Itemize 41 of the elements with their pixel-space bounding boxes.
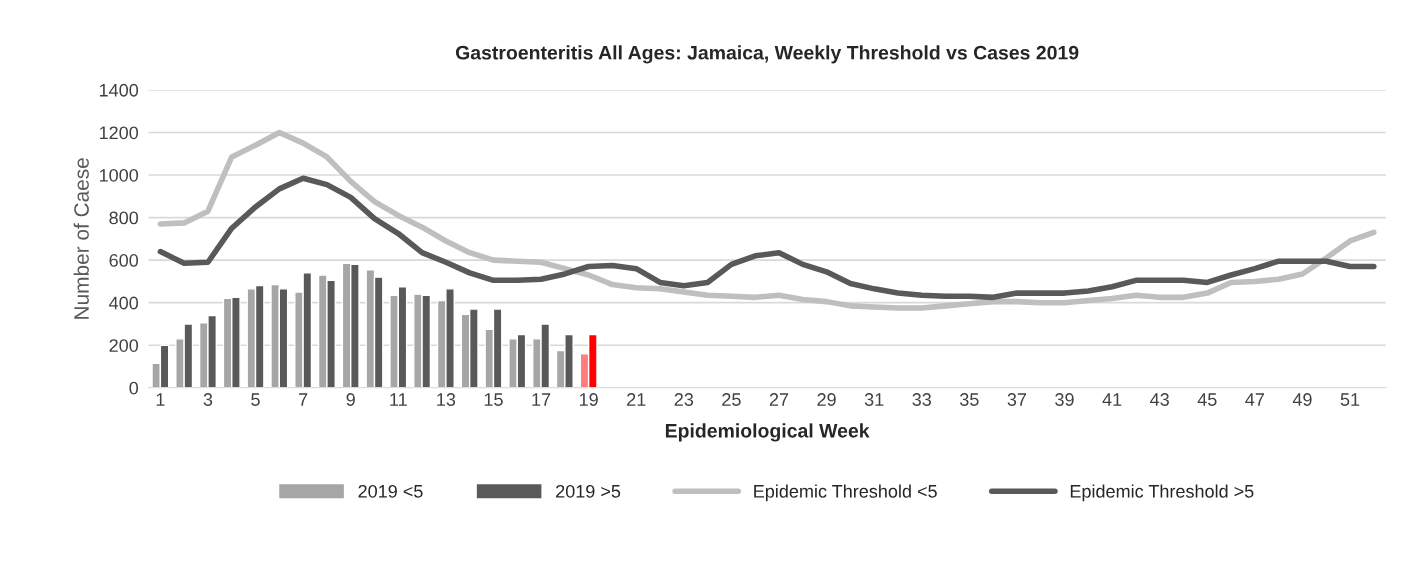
x-tick-label: 37	[1007, 393, 1027, 406]
x-tick-label: 1	[156, 393, 165, 406]
x-tick-label: 35	[959, 393, 979, 406]
legend-label: 2019 >5	[556, 484, 621, 498]
y-axis-title: Number of Caese	[73, 158, 89, 319]
x-tick-label: 27	[769, 393, 789, 406]
y-tick-label: 600	[109, 254, 139, 267]
x-tick-label: 13	[437, 393, 456, 406]
chart-title: Gastroenteritis All Ages: Jamaica, Weekly Threshold vs Cases 2019	[455, 45, 1079, 64]
x-tick-label: 25	[722, 393, 741, 406]
legend-label: Epidemic Threshold >5	[1070, 484, 1254, 502]
x-tick-label: 11	[390, 393, 407, 406]
x-tick-label: 41	[1102, 393, 1122, 406]
x-tick-label: 49	[1292, 393, 1312, 406]
y-tick-label: 800	[109, 211, 139, 225]
x-tick-label: 31	[864, 393, 884, 406]
x-tick-label: 5	[251, 393, 260, 406]
y-tick-label: 1000	[99, 168, 139, 182]
x-tick-label: 45	[1197, 393, 1217, 406]
x-axis-title: Epidemiological Week	[665, 423, 870, 442]
x-tick-label: 51	[1340, 393, 1360, 406]
x-tick-label: 15	[484, 393, 503, 406]
x-tick-label: 9	[346, 393, 355, 406]
legend-label: 2019 <5	[358, 484, 423, 498]
x-tick-label: 19	[579, 393, 598, 406]
x-tick-label: 47	[1245, 393, 1264, 406]
x-tick-label: 23	[674, 393, 694, 406]
legend-label: Epidemic Threshold <5	[754, 484, 937, 502]
x-tick-label: 33	[912, 393, 931, 406]
x-tick-label: 39	[1055, 393, 1074, 406]
x-tick-label: 21	[627, 393, 646, 406]
y-tick-label: 1400	[99, 83, 139, 97]
x-tick-label: 43	[1150, 393, 1169, 406]
y-tick-label: 400	[109, 296, 139, 310]
x-tick-label: 17	[532, 393, 551, 406]
x-tick-label: 3	[203, 393, 213, 406]
x-tick-label: 29	[817, 393, 836, 406]
y-tick-label: 0	[129, 381, 139, 395]
y-tick-label: 1200	[99, 126, 139, 140]
x-tick-label: 7	[299, 393, 308, 406]
y-tick-label: 200	[109, 339, 139, 352]
